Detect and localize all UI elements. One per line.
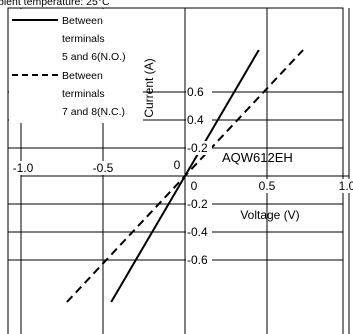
legend-label-2-line-1: Between xyxy=(62,70,103,82)
series-line-2 xyxy=(66,49,304,303)
x-tick-label-zero-right: 0 xyxy=(191,179,198,193)
legend: Between terminals 5 and 6(N.O.) Between term… xyxy=(12,15,126,118)
x-tick-label-1: -0.5 xyxy=(93,161,114,175)
y-tick-bg-1 xyxy=(186,113,212,127)
y-tick-label-2: -0.2 xyxy=(187,141,208,155)
y-tick-bg-5 xyxy=(186,253,212,267)
plot-frame xyxy=(7,7,344,334)
x-tick-label-0: -1.0 xyxy=(13,161,34,175)
tick-labels: -1.0 -0.5 0 0.5 1.0 0 0.6 0.4 -0.2 -0.2 -0.4 -0.6 xyxy=(10,85,353,267)
x-tick-label-2: 0 xyxy=(174,158,181,172)
y-tick-bg-3 xyxy=(186,197,212,211)
series-lines xyxy=(66,49,304,303)
x-tick-bg-4 xyxy=(334,179,353,193)
y-tick-label-5: -0.6 xyxy=(187,253,208,267)
y-tick-bg-4 xyxy=(186,225,212,239)
x-tick-bg-2 xyxy=(171,161,183,175)
legend-label-2-line-2: terminals xyxy=(62,88,105,100)
x-tick-bg-0 xyxy=(10,161,36,175)
y-tick-label-1: 0.4 xyxy=(187,113,204,127)
legend-label-1-line-3: 5 and 6(N.O.) xyxy=(62,51,126,63)
x-tick-bg-3 xyxy=(254,179,280,193)
y-axis-label: Current (A) xyxy=(142,58,156,117)
legend-background xyxy=(9,9,143,123)
y-tick-bg-0 xyxy=(186,85,212,99)
y-tick-label-0: 0.6 xyxy=(187,85,204,99)
x-tick-label-4: 1.0 xyxy=(339,179,353,193)
y-tick-label-4: -0.4 xyxy=(187,225,208,239)
x-tick-label-3: 0.5 xyxy=(259,179,276,193)
legend-label-1-line-2: terminals xyxy=(62,33,105,45)
model-annotation: AQW612EH xyxy=(222,150,293,165)
x-tick-bg-1 xyxy=(90,161,116,175)
ambient-temperature-caption: bient temperature: 25°C xyxy=(0,0,110,8)
y-tick-label-3: -0.2 xyxy=(187,197,208,211)
x-tick-zero-bg xyxy=(188,178,200,192)
y-tick-bg-2 xyxy=(186,141,212,155)
legend-label-2-line-3: 7 and 8(N.C.) xyxy=(62,106,125,118)
x-axis-label: Voltage (V) xyxy=(240,208,299,222)
legend-label-1-line-1: Between xyxy=(62,15,103,27)
